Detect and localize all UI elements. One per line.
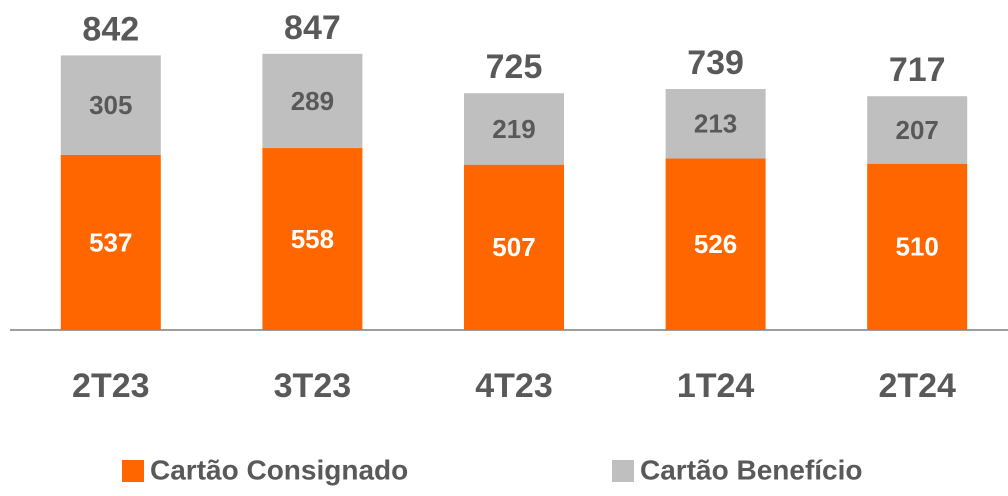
total-label: 725 bbox=[486, 48, 543, 86]
x-tick-label: 2T24 bbox=[878, 367, 956, 405]
data-label: 558 bbox=[291, 224, 334, 254]
total-label: 842 bbox=[82, 10, 139, 48]
data-label: 213 bbox=[694, 109, 737, 139]
bar-segment bbox=[262, 53, 363, 149]
x-tick-label: 3T23 bbox=[274, 367, 352, 405]
data-label: 507 bbox=[492, 232, 535, 262]
bar-segment bbox=[867, 96, 968, 164]
bar-segment bbox=[464, 164, 564, 330]
legend-label: Cartão Consignado bbox=[150, 454, 408, 485]
data-label: 305 bbox=[89, 90, 132, 120]
data-label: 526 bbox=[694, 229, 737, 259]
x-tick-label: 4T23 bbox=[475, 367, 553, 405]
bar-segment bbox=[262, 148, 363, 330]
data-label: 219 bbox=[492, 114, 535, 144]
bar-segment bbox=[60, 55, 161, 155]
data-label: 537 bbox=[89, 227, 132, 257]
bar-segment bbox=[867, 163, 968, 330]
bar-segment bbox=[464, 93, 564, 165]
total-label: 739 bbox=[687, 44, 744, 82]
data-label: 289 bbox=[291, 86, 334, 116]
x-tick-label: 1T24 bbox=[677, 367, 755, 405]
x-tick-label: 2T23 bbox=[72, 367, 150, 405]
legend-label: Cartão Benefício bbox=[640, 454, 863, 485]
legend-swatch bbox=[122, 460, 144, 482]
bar-segment bbox=[665, 158, 766, 330]
bar-segment bbox=[665, 89, 766, 159]
total-label: 847 bbox=[284, 9, 341, 47]
legend-swatch bbox=[612, 460, 634, 482]
bar-segment bbox=[60, 154, 161, 330]
data-label: 510 bbox=[896, 232, 939, 262]
data-label: 207 bbox=[896, 115, 939, 145]
total-label: 717 bbox=[889, 51, 946, 89]
